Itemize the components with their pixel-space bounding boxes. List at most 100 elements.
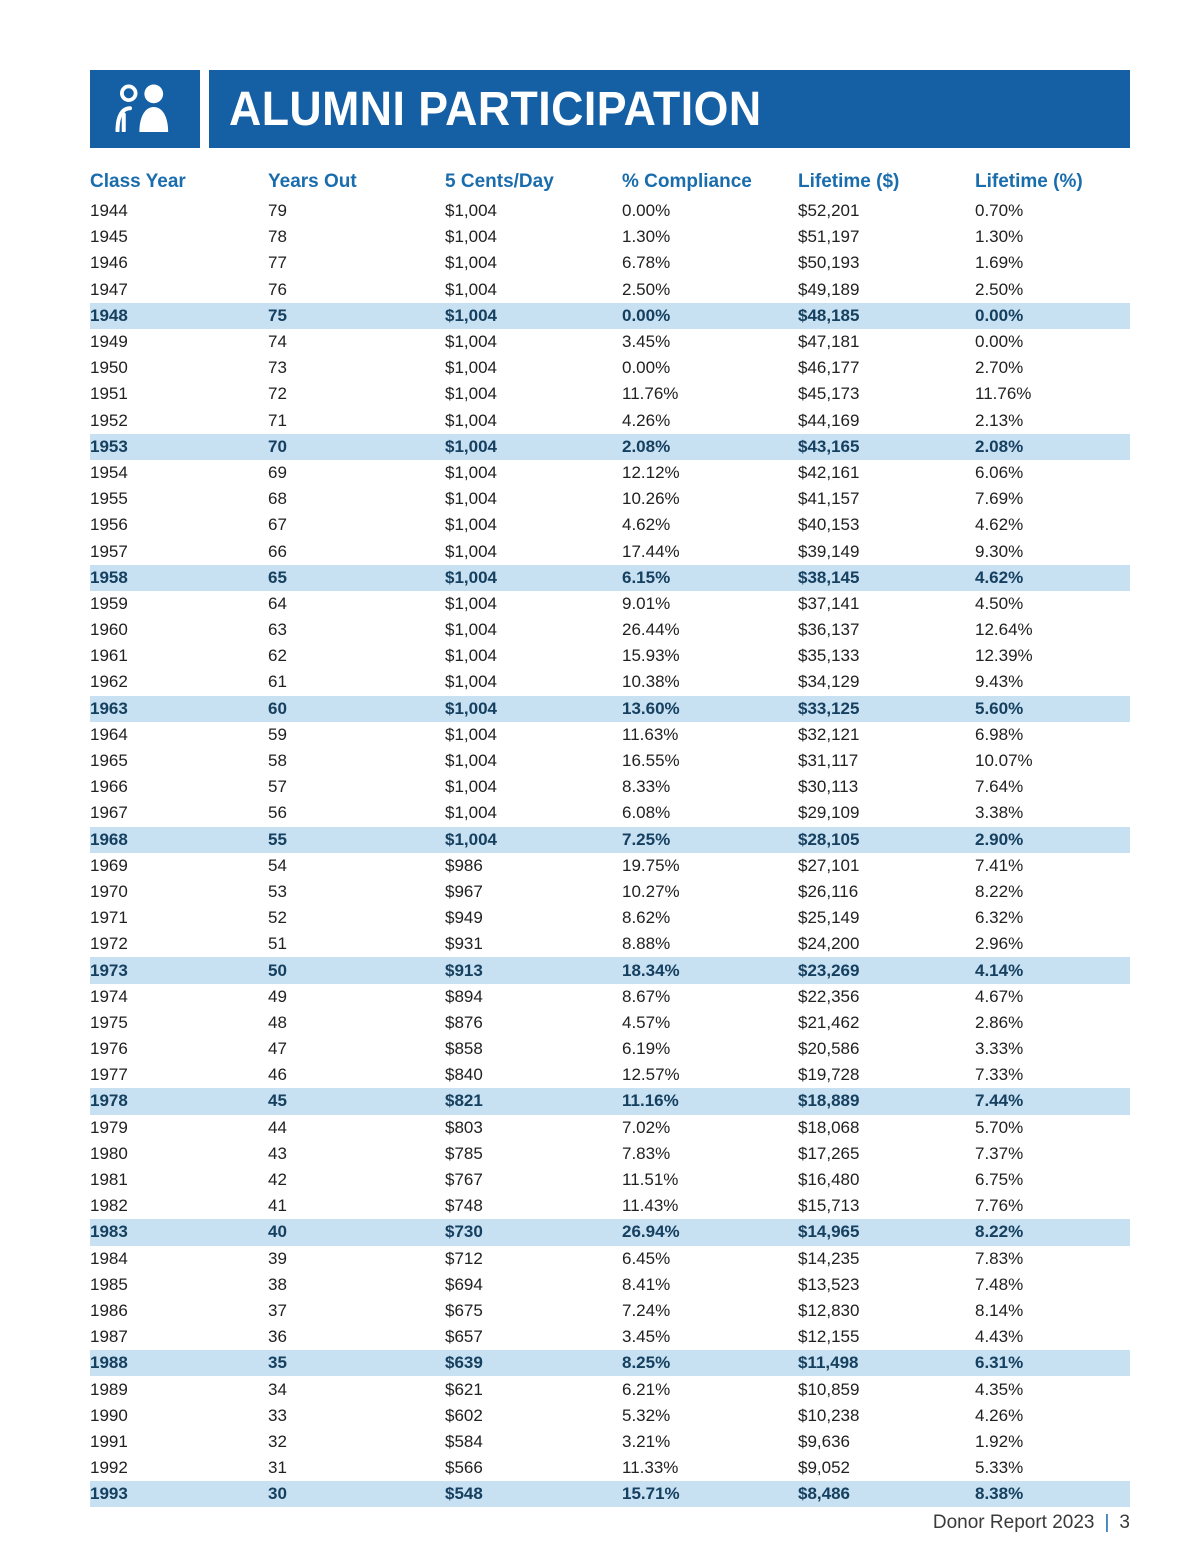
cell-class-year: 1954 [90, 462, 128, 482]
table-row: 1963 60 $1,004 13.60% $33,125 5.60% [90, 695, 1130, 722]
cell-lifetime-pct: 9.30% [975, 541, 1024, 561]
cell-compliance: 2.08% [622, 436, 671, 456]
cell-5-cents-day: $1,004 [445, 462, 497, 482]
cell-compliance: 8.25% [622, 1353, 671, 1373]
cell-class-year: 1952 [90, 410, 128, 430]
cell-5-cents-day: $931 [445, 934, 483, 954]
cell-5-cents-day: $657 [445, 1327, 483, 1347]
cell-5-cents-day: $858 [445, 1039, 483, 1059]
cell-class-year: 1959 [90, 593, 128, 613]
cell-lifetime-dollars: $38,145 [798, 567, 860, 587]
cell-5-cents-day: $1,004 [445, 672, 497, 692]
cell-class-year: 1951 [90, 384, 128, 404]
cell-years-out: 71 [268, 410, 287, 430]
cell-lifetime-dollars: $16,480 [798, 1170, 860, 1190]
cell-years-out: 66 [268, 541, 287, 561]
table-row: 1948 75 $1,004 0.00% $48,185 0.00% [90, 302, 1130, 329]
cell-5-cents-day: $894 [445, 986, 483, 1006]
table-row: 1951 72 $1,004 11.76% $45,173 11.76% [90, 381, 1130, 407]
cell-lifetime-pct: 7.64% [975, 777, 1024, 797]
cell-years-out: 36 [268, 1327, 287, 1347]
cell-lifetime-dollars: $29,109 [798, 803, 860, 823]
cell-class-year: 1989 [90, 1379, 128, 1399]
column-header-years-out: Years Out [268, 171, 357, 192]
cell-lifetime-pct: 0.00% [975, 332, 1024, 352]
cell-lifetime-pct: 2.13% [975, 410, 1024, 430]
cell-5-cents-day: $1,004 [445, 593, 497, 613]
cell-compliance: 15.71% [622, 1484, 680, 1504]
cell-compliance: 2.50% [622, 279, 671, 299]
cell-class-year: 1962 [90, 672, 128, 692]
cell-years-out: 31 [268, 1458, 287, 1478]
cell-lifetime-pct: 4.43% [975, 1327, 1024, 1347]
cell-5-cents-day: $840 [445, 1065, 483, 1085]
cell-class-year: 1960 [90, 620, 128, 640]
cell-years-out: 39 [268, 1248, 287, 1268]
cell-class-year: 1968 [90, 829, 128, 849]
column-header-compliance: % Compliance [622, 171, 752, 192]
cell-5-cents-day: $876 [445, 1012, 483, 1032]
cell-lifetime-dollars: $10,238 [798, 1405, 860, 1425]
table-row: 1957 66 $1,004 17.44% $39,149 9.30% [90, 538, 1130, 564]
cell-years-out: 69 [268, 462, 287, 482]
cell-years-out: 65 [268, 567, 287, 587]
cell-years-out: 59 [268, 724, 287, 744]
cell-lifetime-dollars: $45,173 [798, 384, 860, 404]
cell-5-cents-day: $584 [445, 1431, 483, 1451]
cell-lifetime-dollars: $39,149 [798, 541, 860, 561]
cell-compliance: 1.30% [622, 227, 671, 247]
cell-lifetime-pct: 2.86% [975, 1012, 1024, 1032]
cell-compliance: 8.41% [622, 1274, 671, 1294]
table-row: 1976 47 $858 6.19% $20,586 3.33% [90, 1036, 1130, 1062]
table-row: 1944 79 $1,004 0.00% $52,201 0.70% [90, 198, 1130, 224]
cell-years-out: 35 [268, 1353, 287, 1373]
table-row: 1947 76 $1,004 2.50% $49,189 2.50% [90, 277, 1130, 303]
cell-compliance: 11.43% [622, 1196, 679, 1216]
cell-lifetime-dollars: $13,523 [798, 1274, 860, 1294]
table-row: 1946 77 $1,004 6.78% $50,193 1.69% [90, 250, 1130, 276]
cell-years-out: 78 [268, 227, 287, 247]
table-row: 1959 64 $1,004 9.01% $37,141 4.50% [90, 591, 1130, 617]
cell-years-out: 54 [268, 855, 287, 875]
cell-lifetime-dollars: $18,889 [798, 1091, 860, 1111]
cell-5-cents-day: $767 [445, 1170, 483, 1190]
title-bar: ALUMNI PARTICIPATION [209, 70, 1130, 148]
cell-lifetime-pct: 5.60% [975, 698, 1024, 718]
cell-lifetime-dollars: $19,728 [798, 1065, 860, 1085]
cell-lifetime-dollars: $22,356 [798, 986, 860, 1006]
table-row: 1962 61 $1,004 10.38% $34,129 9.43% [90, 669, 1130, 695]
cell-lifetime-dollars: $10,859 [798, 1379, 860, 1399]
cell-lifetime-pct: 2.90% [975, 829, 1024, 849]
table-row: 1950 73 $1,004 0.00% $46,177 2.70% [90, 355, 1130, 381]
cell-compliance: 7.24% [622, 1300, 671, 1320]
cell-lifetime-pct: 6.06% [975, 462, 1024, 482]
cell-compliance: 15.93% [622, 646, 680, 666]
cell-lifetime-pct: 6.75% [975, 1170, 1024, 1190]
cell-lifetime-dollars: $27,101 [798, 855, 860, 875]
cell-lifetime-pct: 7.44% [975, 1091, 1024, 1111]
cell-lifetime-pct: 8.14% [975, 1300, 1024, 1320]
cell-class-year: 1990 [90, 1405, 128, 1425]
cell-lifetime-dollars: $50,193 [798, 253, 860, 273]
cell-compliance: 10.38% [622, 672, 680, 692]
cell-lifetime-dollars: $31,117 [798, 751, 859, 771]
cell-years-out: 79 [268, 201, 287, 221]
cell-lifetime-dollars: $35,133 [798, 646, 860, 666]
cell-years-out: 67 [268, 515, 287, 535]
table-header-row: Class Year Years Out 5 Cents/Day % Compl… [90, 166, 1130, 198]
table-row: 1967 56 $1,004 6.08% $29,109 3.38% [90, 800, 1130, 826]
cell-compliance: 7.25% [622, 829, 671, 849]
cell-years-out: 47 [268, 1039, 287, 1059]
cell-years-out: 68 [268, 489, 287, 509]
cell-lifetime-dollars: $46,177 [798, 358, 860, 378]
table-row: 1979 44 $803 7.02% $18,068 5.70% [90, 1115, 1130, 1141]
cell-lifetime-pct: 9.43% [975, 672, 1024, 692]
cell-years-out: 56 [268, 803, 287, 823]
cell-lifetime-dollars: $23,269 [798, 960, 860, 980]
cell-compliance: 10.26% [622, 489, 680, 509]
cell-compliance: 11.63% [622, 724, 679, 744]
cell-compliance: 11.33% [622, 1458, 679, 1478]
column-header-lifetime-pct: Lifetime (%) [975, 171, 1083, 192]
cell-lifetime-pct: 2.50% [975, 279, 1024, 299]
table-row: 1985 38 $694 8.41% $13,523 7.48% [90, 1272, 1130, 1298]
